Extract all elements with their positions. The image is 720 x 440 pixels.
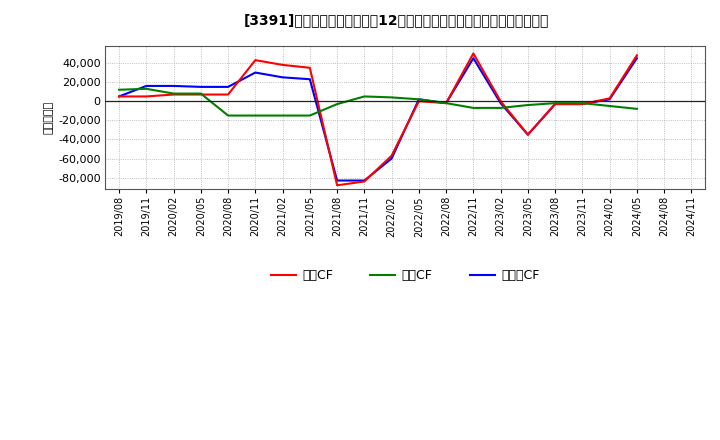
フリーCF xyxy=(442,100,451,106)
フリーCF xyxy=(251,70,260,75)
投資CF xyxy=(169,91,178,96)
営業CF xyxy=(305,65,314,70)
営業CF xyxy=(633,53,642,58)
営業CF xyxy=(360,179,369,184)
フリーCF xyxy=(606,97,614,102)
投資CF xyxy=(606,103,614,109)
投資CF xyxy=(387,95,396,100)
投資CF xyxy=(142,86,150,92)
投資CF xyxy=(360,94,369,99)
投資CF xyxy=(305,113,314,118)
フリーCF xyxy=(551,102,559,107)
フリーCF xyxy=(197,84,205,89)
営業CF xyxy=(578,102,587,107)
営業CF xyxy=(523,132,532,137)
投資CF xyxy=(333,102,341,107)
投資CF xyxy=(278,113,287,118)
フリーCF xyxy=(523,132,532,137)
投資CF xyxy=(114,87,123,92)
投資CF xyxy=(633,106,642,111)
営業CF xyxy=(496,99,505,104)
営業CF xyxy=(142,94,150,99)
投資CF xyxy=(496,105,505,110)
営業CF xyxy=(606,96,614,101)
フリーCF xyxy=(469,55,477,61)
Y-axis label: （百万円）: （百万円） xyxy=(44,101,54,134)
フリーCF xyxy=(169,83,178,88)
Line: 投資CF: 投資CF xyxy=(119,89,637,116)
フリーCF xyxy=(496,100,505,106)
投資CF xyxy=(224,113,233,118)
投資CF xyxy=(551,100,559,106)
フリーCF xyxy=(114,94,123,99)
投資CF xyxy=(197,91,205,96)
フリーCF xyxy=(142,83,150,88)
営業CF xyxy=(469,51,477,56)
フリーCF xyxy=(333,178,341,183)
Line: フリーCF: フリーCF xyxy=(119,58,637,180)
営業CF xyxy=(387,153,396,158)
フリーCF xyxy=(278,75,287,80)
投資CF xyxy=(415,97,423,102)
Line: 営業CF: 営業CF xyxy=(119,53,637,185)
営業CF xyxy=(169,92,178,97)
Text: [3391]　キャッシュフローの12か月移動合計の対前年同期増減額の推移: [3391] キャッシュフローの12か月移動合計の対前年同期増減額の推移 xyxy=(243,13,549,27)
営業CF xyxy=(114,94,123,99)
営業CF xyxy=(197,92,205,97)
営業CF xyxy=(251,58,260,63)
Legend: 営業CF, 投資CF, フリーCF: 営業CF, 投資CF, フリーCF xyxy=(266,264,544,287)
営業CF xyxy=(415,99,423,104)
営業CF xyxy=(442,100,451,106)
投資CF xyxy=(469,105,477,110)
フリーCF xyxy=(633,55,642,61)
フリーCF xyxy=(387,156,396,161)
フリーCF xyxy=(578,102,587,107)
投資CF xyxy=(578,100,587,106)
営業CF xyxy=(278,62,287,68)
投資CF xyxy=(251,113,260,118)
フリーCF xyxy=(360,178,369,183)
フリーCF xyxy=(224,84,233,89)
フリーCF xyxy=(415,97,423,102)
フリーCF xyxy=(305,77,314,82)
投資CF xyxy=(523,103,532,108)
投資CF xyxy=(442,100,451,106)
営業CF xyxy=(333,183,341,188)
営業CF xyxy=(551,102,559,107)
営業CF xyxy=(224,92,233,97)
